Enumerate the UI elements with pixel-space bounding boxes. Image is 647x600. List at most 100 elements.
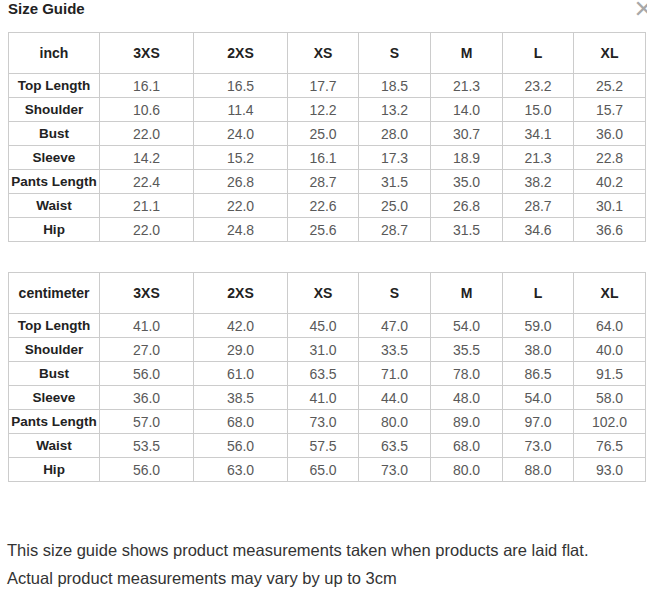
measurement-value: 15.0: [503, 98, 574, 122]
measurement-value: 21.3: [503, 146, 574, 170]
table-row: Shoulder10.611.412.213.214.015.015.7: [9, 98, 646, 122]
measurement-value: 25.0: [288, 122, 359, 146]
measurement-value: 14.0: [431, 98, 503, 122]
measurement-value: 34.1: [503, 122, 574, 146]
measurement-value: 48.0: [431, 386, 503, 410]
size-column-header: S: [359, 273, 431, 314]
measurement-value: 24.8: [194, 218, 288, 242]
measurement-value: 27.0: [100, 338, 194, 362]
table-row: Top Length16.116.517.718.521.323.225.2: [9, 74, 646, 98]
measurement-value: 21.3: [431, 74, 503, 98]
size-column-header: XS: [288, 33, 359, 74]
table-row: Hip56.063.065.073.080.088.093.0: [9, 458, 646, 482]
measurement-value: 30.1: [574, 194, 646, 218]
table-row: Pants Length22.426.828.731.535.038.240.2: [9, 170, 646, 194]
measurement-value: 73.0: [503, 434, 574, 458]
measurement-label: Top Length: [9, 74, 100, 98]
measurement-value: 17.7: [288, 74, 359, 98]
measurement-value: 12.2: [288, 98, 359, 122]
measurement-value: 56.0: [100, 458, 194, 482]
measurement-value: 61.0: [194, 362, 288, 386]
measurement-value: 31.0: [288, 338, 359, 362]
measurement-value: 25.0: [359, 194, 431, 218]
size-column-header: 2XS: [194, 273, 288, 314]
page-title: Size Guide: [8, 0, 85, 18]
measurement-value: 56.0: [194, 434, 288, 458]
size-column-header: 2XS: [194, 33, 288, 74]
measurement-value: 44.0: [359, 386, 431, 410]
measurement-value: 14.2: [100, 146, 194, 170]
close-icon[interactable]: ×: [634, 0, 647, 24]
measurement-value: 15.7: [574, 98, 646, 122]
measurement-value: 102.0: [574, 410, 646, 434]
measurement-value: 63.5: [359, 434, 431, 458]
unit-header: inch: [9, 33, 100, 74]
measurement-value: 91.5: [574, 362, 646, 386]
measurement-label: Sleeve: [9, 146, 100, 170]
measurement-value: 80.0: [359, 410, 431, 434]
measurement-value: 76.5: [574, 434, 646, 458]
measurement-value: 36.6: [574, 218, 646, 242]
measurement-value: 42.0: [194, 314, 288, 338]
measurement-label: Pants Length: [9, 410, 100, 434]
measurement-value: 45.0: [288, 314, 359, 338]
measurement-value: 41.0: [288, 386, 359, 410]
size-column-header: L: [503, 273, 574, 314]
measurement-value: 31.5: [431, 218, 503, 242]
measurement-value: 63.0: [194, 458, 288, 482]
measurement-value: 89.0: [431, 410, 503, 434]
size-column-header: S: [359, 33, 431, 74]
measurement-value: 22.8: [574, 146, 646, 170]
measurement-value: 33.5: [359, 338, 431, 362]
measurement-value: 22.0: [194, 194, 288, 218]
size-column-header: 3XS: [100, 273, 194, 314]
measurement-value: 40.0: [574, 338, 646, 362]
measurement-value: 78.0: [431, 362, 503, 386]
measurement-value: 25.6: [288, 218, 359, 242]
measurement-value: 28.7: [288, 170, 359, 194]
measurement-value: 68.0: [431, 434, 503, 458]
measurement-value: 88.0: [503, 458, 574, 482]
measurement-label: Bust: [9, 122, 100, 146]
size-table-inch: inch3XS2XSXSSMLXL Top Length16.116.517.7…: [8, 32, 646, 242]
measurement-label: Waist: [9, 194, 100, 218]
table-row: Hip22.024.825.628.731.534.636.6: [9, 218, 646, 242]
size-column-header: L: [503, 33, 574, 74]
table-row: Waist21.122.022.625.026.828.730.1: [9, 194, 646, 218]
measurement-value: 30.7: [431, 122, 503, 146]
measurement-label: Sleeve: [9, 386, 100, 410]
measurement-value: 28.7: [359, 218, 431, 242]
measurement-value: 22.0: [100, 218, 194, 242]
measurement-value: 65.0: [288, 458, 359, 482]
measurement-value: 36.0: [574, 122, 646, 146]
size-column-header: XL: [574, 33, 646, 74]
size-column-header: M: [431, 33, 503, 74]
measurement-value: 10.6: [100, 98, 194, 122]
table-row: Bust22.024.025.028.030.734.136.0: [9, 122, 646, 146]
measurement-value: 21.1: [100, 194, 194, 218]
table-header-row: inch3XS2XSXSSMLXL: [9, 33, 646, 74]
measurement-value: 41.0: [100, 314, 194, 338]
table-row: Bust56.061.063.571.078.086.591.5: [9, 362, 646, 386]
measurement-value: 31.5: [359, 170, 431, 194]
measurement-value: 28.7: [503, 194, 574, 218]
size-column-header: M: [431, 273, 503, 314]
measurement-value: 29.0: [194, 338, 288, 362]
measurement-value: 24.0: [194, 122, 288, 146]
measurement-value: 40.2: [574, 170, 646, 194]
measurement-value: 36.0: [100, 386, 194, 410]
unit-header: centimeter: [9, 273, 100, 314]
measurement-value: 16.1: [288, 146, 359, 170]
measurement-value: 17.3: [359, 146, 431, 170]
measurement-label: Shoulder: [9, 98, 100, 122]
measurement-value: 57.0: [100, 410, 194, 434]
measurement-value: 73.0: [359, 458, 431, 482]
measurement-value: 47.0: [359, 314, 431, 338]
table-header-row: centimeter3XS2XSXSSMLXL: [9, 273, 646, 314]
measurement-value: 80.0: [431, 458, 503, 482]
measurement-value: 97.0: [503, 410, 574, 434]
measurement-label: Waist: [9, 434, 100, 458]
measurement-label: Bust: [9, 362, 100, 386]
measurement-value: 35.0: [431, 170, 503, 194]
measurement-value: 18.9: [431, 146, 503, 170]
